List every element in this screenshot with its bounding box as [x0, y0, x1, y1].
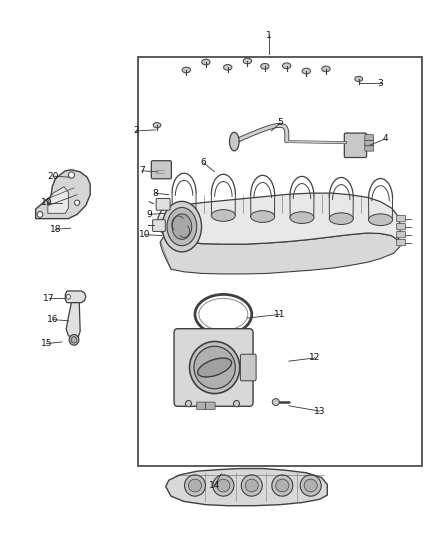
FancyBboxPatch shape: [365, 135, 374, 141]
Ellipse shape: [185, 400, 191, 407]
Ellipse shape: [217, 479, 230, 492]
Text: 20: 20: [47, 172, 59, 181]
FancyBboxPatch shape: [240, 354, 256, 381]
FancyBboxPatch shape: [365, 140, 374, 146]
Ellipse shape: [37, 212, 43, 217]
Ellipse shape: [202, 59, 210, 65]
Ellipse shape: [272, 475, 293, 496]
Ellipse shape: [272, 399, 279, 406]
Ellipse shape: [66, 294, 71, 299]
FancyBboxPatch shape: [397, 239, 406, 246]
Ellipse shape: [223, 64, 232, 70]
Text: 9: 9: [146, 210, 152, 219]
Ellipse shape: [233, 400, 240, 407]
FancyBboxPatch shape: [197, 402, 205, 409]
FancyBboxPatch shape: [205, 402, 215, 409]
Ellipse shape: [322, 66, 330, 72]
Ellipse shape: [190, 342, 240, 393]
Ellipse shape: [261, 63, 269, 69]
Ellipse shape: [172, 208, 196, 220]
Polygon shape: [35, 169, 90, 219]
Text: 19: 19: [41, 198, 52, 207]
Ellipse shape: [153, 123, 161, 128]
FancyBboxPatch shape: [174, 329, 253, 406]
Ellipse shape: [68, 172, 74, 178]
Ellipse shape: [198, 358, 232, 377]
Polygon shape: [158, 193, 400, 244]
Text: 1: 1: [266, 31, 272, 40]
Ellipse shape: [182, 67, 191, 73]
Text: 10: 10: [139, 230, 151, 239]
Ellipse shape: [213, 475, 234, 496]
Text: 16: 16: [47, 315, 59, 324]
Ellipse shape: [245, 479, 258, 492]
FancyBboxPatch shape: [365, 146, 374, 151]
Ellipse shape: [212, 209, 235, 221]
Ellipse shape: [355, 76, 363, 82]
Ellipse shape: [194, 346, 235, 389]
Text: 5: 5: [277, 118, 283, 127]
Ellipse shape: [290, 212, 314, 223]
Polygon shape: [166, 469, 327, 506]
Text: 18: 18: [49, 225, 61, 234]
Text: 15: 15: [41, 339, 52, 348]
Ellipse shape: [243, 58, 251, 64]
FancyBboxPatch shape: [156, 198, 170, 210]
Text: 8: 8: [153, 189, 159, 198]
Ellipse shape: [188, 479, 201, 492]
Polygon shape: [160, 233, 400, 274]
Text: 17: 17: [43, 294, 54, 303]
Ellipse shape: [251, 211, 275, 222]
Ellipse shape: [71, 337, 77, 343]
Polygon shape: [48, 187, 68, 213]
Text: 12: 12: [309, 353, 321, 362]
Ellipse shape: [74, 200, 80, 205]
FancyBboxPatch shape: [151, 161, 171, 179]
Ellipse shape: [368, 214, 392, 225]
Text: 13: 13: [314, 407, 325, 416]
Ellipse shape: [241, 475, 262, 496]
Ellipse shape: [162, 201, 201, 252]
Ellipse shape: [300, 475, 321, 496]
Ellipse shape: [276, 479, 289, 492]
FancyBboxPatch shape: [397, 215, 406, 222]
Text: 4: 4: [382, 134, 388, 143]
Polygon shape: [65, 291, 86, 303]
FancyBboxPatch shape: [344, 133, 367, 158]
Ellipse shape: [167, 207, 197, 246]
Ellipse shape: [184, 475, 205, 496]
Ellipse shape: [69, 335, 79, 345]
Text: 6: 6: [201, 158, 207, 167]
FancyBboxPatch shape: [397, 223, 406, 230]
Text: 11: 11: [274, 310, 286, 319]
Text: 3: 3: [378, 78, 383, 87]
Ellipse shape: [283, 63, 291, 69]
FancyBboxPatch shape: [397, 231, 406, 238]
Text: 7: 7: [139, 166, 145, 175]
Ellipse shape: [329, 213, 353, 224]
FancyBboxPatch shape: [152, 220, 165, 231]
Ellipse shape: [302, 68, 311, 74]
Ellipse shape: [230, 132, 239, 151]
Ellipse shape: [172, 214, 192, 239]
Text: 14: 14: [209, 481, 220, 490]
Ellipse shape: [304, 479, 317, 492]
Polygon shape: [66, 303, 80, 338]
Text: 2: 2: [133, 126, 139, 135]
